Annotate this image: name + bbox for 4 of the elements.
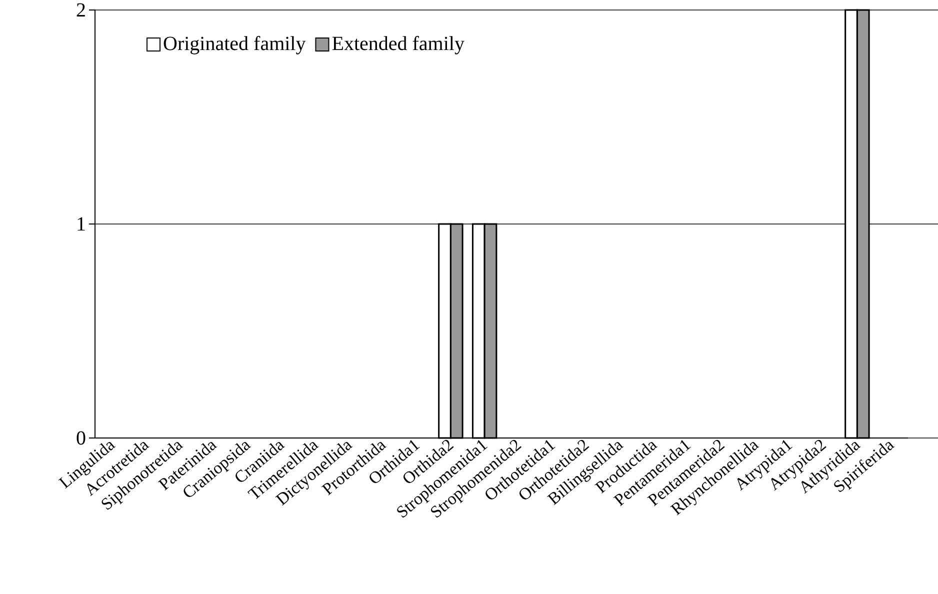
legend-label: Extended family bbox=[332, 33, 464, 55]
y-tick-label: 2 bbox=[76, 0, 86, 22]
legend-label: Originated family bbox=[163, 33, 306, 55]
y-tick-label: 1 bbox=[76, 213, 86, 236]
